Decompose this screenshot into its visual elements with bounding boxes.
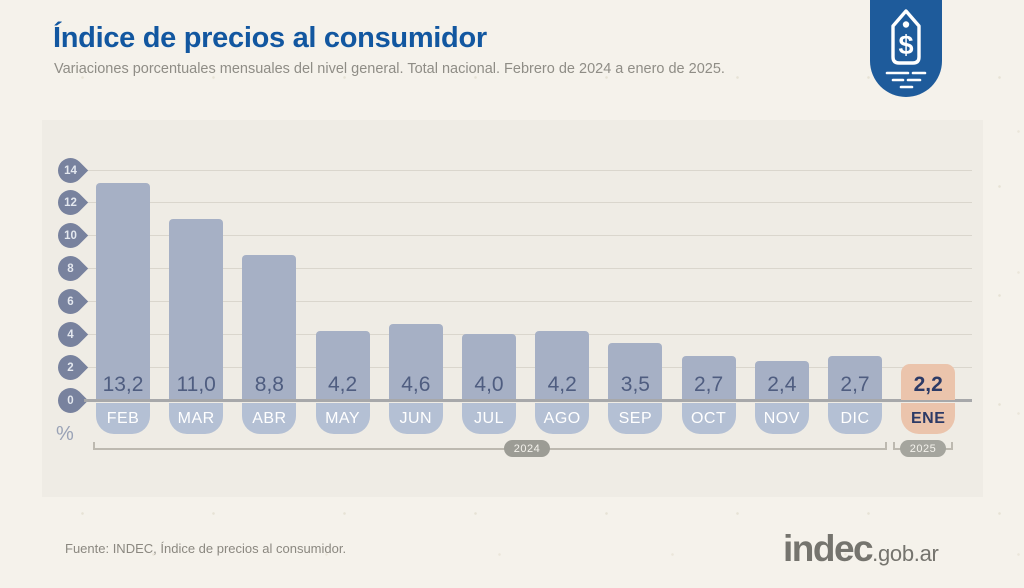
bar-value-AGO: 4,2 bbox=[547, 373, 577, 396]
month-label-JUN: JUN bbox=[388, 403, 443, 434]
bar-DIC bbox=[828, 355, 882, 400]
bar-AGO bbox=[535, 331, 590, 400]
bar-value-MAR: 11,0 bbox=[176, 373, 216, 396]
y-axis-unit-label: % bbox=[56, 423, 74, 445]
month-label-MAR: MAR bbox=[169, 403, 224, 434]
y-axis-tick-6: 6 bbox=[52, 283, 88, 320]
y-axis-tick-label-4: 4 bbox=[66, 328, 74, 341]
month-label-NOV: NOV bbox=[754, 403, 809, 434]
year-bracket-2024 bbox=[93, 442, 887, 450]
y-axis-tick-label-10: 10 bbox=[63, 229, 77, 242]
bar-value-OCT: 2,7 bbox=[693, 373, 724, 396]
y-axis-tick-label-0: 0 bbox=[66, 394, 74, 406]
source-note: Fuente: INDEC, Índice de precios al cons… bbox=[65, 541, 347, 556]
bar-value-ENE: 2,2 bbox=[913, 373, 943, 396]
y-axis-tick-4: 4 bbox=[52, 316, 88, 352]
bar-value-JUN: 4,6 bbox=[401, 373, 431, 396]
month-label-JUL: JUL bbox=[462, 403, 516, 434]
bar-value-FEB: 13,2 bbox=[102, 373, 144, 396]
y-axis-tick-label-2: 2 bbox=[66, 361, 74, 374]
bar-NOV bbox=[754, 360, 809, 400]
bar-SEP bbox=[608, 342, 663, 400]
gridline-12 bbox=[84, 202, 972, 204]
bar-MAY bbox=[315, 331, 370, 400]
bar-OCT bbox=[681, 355, 736, 400]
indec-logo: indec .gob.ar bbox=[783, 528, 939, 570]
indec-logo-main: indec bbox=[783, 528, 874, 569]
month-label-DIC: DIC bbox=[828, 403, 882, 434]
year-pill-2024: 2024 bbox=[504, 440, 550, 457]
y-axis-tick-14: 14 bbox=[52, 152, 88, 188]
bar-JUN bbox=[388, 324, 443, 400]
page-subtitle: Variaciones porcentuales mensuales del n… bbox=[54, 61, 725, 77]
y-axis-tick-0: 0 bbox=[52, 382, 88, 418]
gridline-6 bbox=[84, 300, 972, 302]
bar-value-ABR: 8,8 bbox=[254, 373, 284, 396]
bar-ENE bbox=[901, 363, 956, 400]
price-tag-badge: $ bbox=[870, 0, 942, 97]
y-axis-tick-label-12: 12 bbox=[63, 196, 77, 209]
gridline-2 bbox=[84, 366, 972, 368]
y-axis-tick-12: 12 bbox=[52, 185, 88, 221]
bar-value-DIC: 2,7 bbox=[840, 373, 870, 396]
svg-text:$: $ bbox=[898, 30, 913, 60]
page-title: Índice de precios al consumidor bbox=[53, 22, 487, 54]
price-tag-dollar-icon: $ bbox=[885, 9, 927, 89]
bar-value-SEP: 3,5 bbox=[620, 373, 650, 396]
month-label-SEP: SEP bbox=[608, 403, 663, 434]
gridline-14 bbox=[84, 169, 972, 171]
y-axis-tick-label-14: 14 bbox=[63, 164, 77, 176]
y-axis-tick-8: 8 bbox=[52, 250, 88, 287]
month-label-ABR: ABR bbox=[242, 403, 297, 434]
y-axis-tick-10: 10 bbox=[52, 218, 88, 254]
month-label-MAY: MAY bbox=[315, 403, 370, 434]
gridline-10 bbox=[84, 235, 972, 237]
bar-ABR bbox=[242, 255, 297, 400]
bar-JUL bbox=[462, 334, 516, 400]
month-label-ENE: ENE bbox=[901, 403, 956, 434]
bar-value-NOV: 2,4 bbox=[767, 373, 797, 396]
gridline-4 bbox=[84, 333, 972, 335]
y-axis-tick-label-6: 6 bbox=[66, 295, 74, 308]
y-axis-tick-label-8: 8 bbox=[66, 262, 74, 275]
gridline-8 bbox=[84, 268, 972, 270]
bar-value-MAY: 4,2 bbox=[327, 373, 358, 396]
month-label-AGO: AGO bbox=[535, 403, 590, 434]
month-label-OCT: OCT bbox=[681, 403, 736, 434]
bar-value-JUL: 4,0 bbox=[474, 373, 504, 396]
bar-FEB bbox=[96, 183, 150, 400]
y-axis-tick-2: 2 bbox=[52, 349, 88, 385]
month-label-FEB: FEB bbox=[96, 403, 150, 434]
year-pill-2025: 2025 bbox=[900, 440, 946, 457]
chart-panel: 14 12 10 8 6 4 2 0 13,2 FEB 11,0 MAR 8,8 ABR 4,2 MAY 4,… bbox=[42, 120, 983, 497]
x-axis-line bbox=[84, 399, 972, 402]
bar-MAR bbox=[169, 219, 224, 400]
indec-logo-suffix: .gob.ar bbox=[872, 541, 939, 566]
